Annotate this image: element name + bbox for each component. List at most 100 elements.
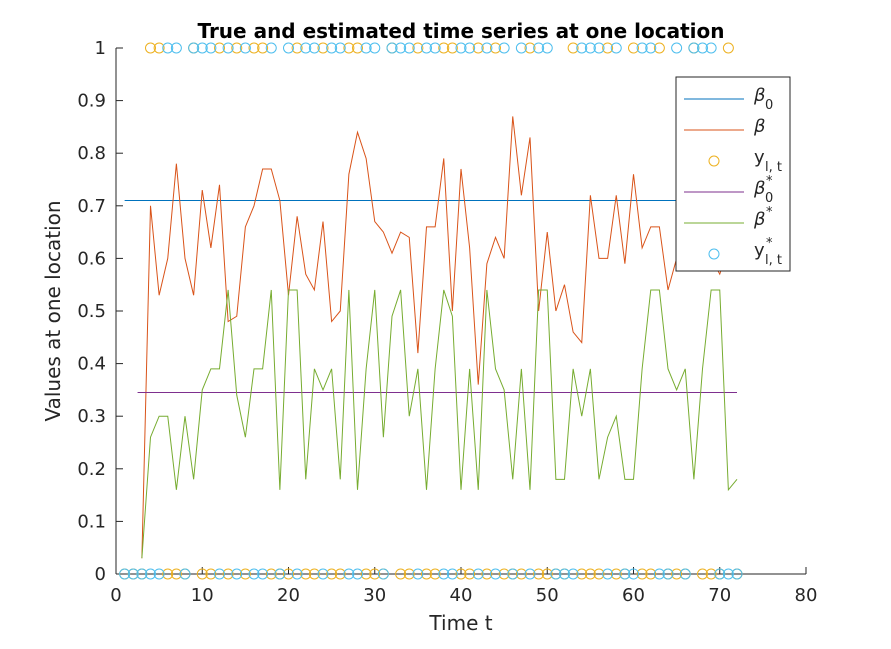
data-point [610, 568, 622, 580]
data-point [515, 42, 527, 54]
data-point [300, 42, 312, 54]
data-point [403, 568, 415, 580]
data-point [559, 568, 570, 580]
legend-label: * [766, 205, 773, 220]
data-point [464, 42, 476, 54]
data-point [222, 42, 234, 54]
data-point [697, 42, 708, 54]
data-point [153, 42, 165, 54]
data-point [334, 42, 346, 54]
data-point [628, 568, 639, 580]
data-point [412, 568, 424, 580]
data-point [153, 568, 165, 580]
data-point [188, 42, 200, 54]
data-point [472, 42, 484, 54]
data-point [343, 42, 355, 54]
data-point [584, 568, 596, 580]
data-point [283, 568, 294, 580]
data-point [145, 568, 156, 580]
data-point [231, 42, 243, 54]
series-line [141, 116, 738, 559]
data-point [265, 42, 277, 54]
legend-label: β [753, 116, 766, 137]
data-point [291, 42, 303, 54]
data-point [196, 568, 208, 580]
data-point [386, 42, 398, 54]
data-point [421, 568, 432, 580]
y-axis-label: Values at one location [41, 200, 65, 421]
y-tick-label: 0.9 [77, 91, 106, 112]
data-point [222, 568, 234, 580]
data-point [248, 42, 260, 54]
data-point [636, 42, 648, 54]
data-point [446, 568, 458, 580]
data-point [421, 42, 432, 54]
data-point [576, 42, 588, 54]
data-point [455, 568, 467, 580]
legend-label: β [753, 85, 766, 106]
x-tick-label: 0 [110, 585, 121, 606]
data-point [274, 568, 286, 580]
data-point [498, 568, 510, 580]
data-point [429, 42, 441, 54]
y-tick-label: 0.1 [77, 511, 106, 532]
data-point [257, 42, 269, 54]
x-tick-label: 80 [795, 585, 818, 606]
data-point [653, 568, 665, 580]
data-point [671, 42, 683, 54]
data-point [524, 42, 536, 54]
data-point [490, 568, 501, 580]
y-tick-label: 0.6 [77, 248, 106, 269]
x-tick-label: 10 [191, 585, 214, 606]
y-tick-label: 0.3 [77, 406, 106, 427]
x-tick-label: 50 [536, 585, 559, 606]
y-tick-label: 0.4 [77, 354, 106, 375]
data-point [533, 568, 545, 580]
data-point [636, 568, 648, 580]
legend [675, 76, 791, 272]
data-point [722, 568, 734, 580]
data-point [515, 568, 527, 580]
x-tick-label: 30 [363, 585, 386, 606]
data-point [170, 568, 182, 580]
data-point [593, 42, 605, 54]
data-point [610, 42, 622, 54]
data-point [438, 42, 450, 54]
data-point [291, 568, 303, 580]
data-point [395, 42, 407, 54]
data-point [162, 568, 174, 580]
data-point [533, 42, 545, 54]
data-point [257, 568, 269, 580]
data-point [127, 568, 139, 580]
data-point [352, 568, 363, 580]
data-point [679, 568, 691, 580]
data-point [239, 568, 251, 580]
data-point [507, 568, 519, 580]
data-point [369, 568, 381, 580]
data-point [481, 568, 493, 580]
data-point [205, 568, 217, 580]
data-point [334, 568, 346, 580]
data-point [326, 568, 338, 580]
data-point [593, 568, 605, 580]
data-point [567, 42, 579, 54]
data-point [541, 42, 553, 54]
data-point [541, 568, 553, 580]
y-tick-label: 0.8 [77, 143, 106, 164]
data-point [438, 568, 450, 580]
legend-label: 0 [765, 98, 773, 113]
data-point [248, 568, 260, 580]
data-point [377, 568, 389, 580]
y-tick-label: 0.5 [77, 301, 106, 322]
data-point [205, 42, 217, 54]
legend-swatch [708, 248, 720, 260]
data-point [567, 568, 579, 580]
data-point [265, 568, 277, 580]
data-point [524, 568, 536, 580]
data-point [705, 568, 717, 580]
data-point [671, 568, 683, 580]
data-point [145, 42, 156, 54]
data-point [395, 568, 407, 580]
data-point [352, 42, 363, 54]
data-point [481, 42, 493, 54]
